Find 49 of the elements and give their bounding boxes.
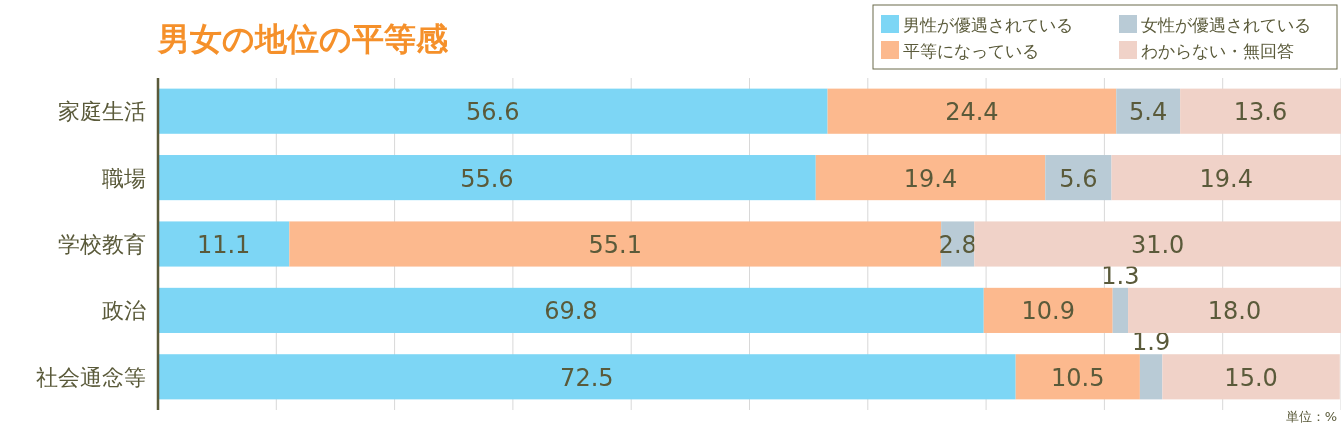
legend-label: わからない・無回答 — [1141, 41, 1294, 61]
bar — [827, 88, 1117, 134]
bar — [1180, 88, 1341, 134]
bar — [974, 221, 1341, 267]
data-label: 15.0 — [1224, 363, 1278, 392]
legend-label: 女性が優遇されている — [1141, 15, 1311, 35]
chart-title: 男女の地位の平等感 — [157, 20, 449, 58]
data-label: 13.6 — [1233, 98, 1288, 127]
data-label: 10.5 — [1051, 363, 1105, 392]
legend-label: 男性が優遇されている — [903, 15, 1073, 35]
bar — [1139, 354, 1163, 400]
bar — [1111, 155, 1341, 201]
bar — [289, 221, 942, 267]
bar — [158, 354, 1016, 400]
data-label: 55.1 — [588, 231, 642, 259]
data-label: 1.3 — [1101, 261, 1140, 290]
data-label: 55.6 — [460, 164, 514, 193]
annotation: 単位：% — [1285, 409, 1337, 424]
data-label: 56.6 — [466, 98, 520, 127]
y-tick-label: 学校教育 — [58, 232, 146, 257]
data-label: 31.0 — [1130, 231, 1185, 259]
legend-label: 平等になっている — [903, 41, 1039, 61]
bar — [1112, 287, 1129, 333]
data-label: 10.9 — [1021, 297, 1075, 326]
bar — [983, 287, 1113, 333]
y-tick-label: 家庭生活 — [58, 99, 146, 125]
data-label: 11.1 — [196, 231, 251, 259]
data-label: 2.8 — [938, 231, 977, 259]
bar — [158, 221, 290, 267]
bar — [1015, 354, 1140, 400]
bar — [1128, 287, 1341, 333]
bar — [1045, 155, 1112, 201]
bar — [1116, 88, 1181, 134]
data-label: 18.0 — [1207, 297, 1262, 326]
bar — [158, 88, 828, 134]
data-label: 19.4 — [1199, 164, 1253, 193]
bar — [815, 155, 1046, 201]
data-label: 69.8 — [544, 297, 598, 326]
y-tick-label: 政治 — [102, 298, 146, 324]
y-tick-label: 職場 — [102, 165, 146, 191]
data-label: 24.4 — [945, 98, 999, 127]
y-tick-label: 社会通念等 — [36, 364, 146, 390]
bar — [158, 287, 984, 333]
data-label: 5.4 — [1129, 98, 1168, 127]
data-label: 72.5 — [560, 363, 614, 392]
data-label: 19.4 — [903, 164, 958, 193]
bar — [1162, 354, 1340, 400]
data-label: 5.6 — [1059, 164, 1098, 193]
bar — [158, 155, 816, 201]
